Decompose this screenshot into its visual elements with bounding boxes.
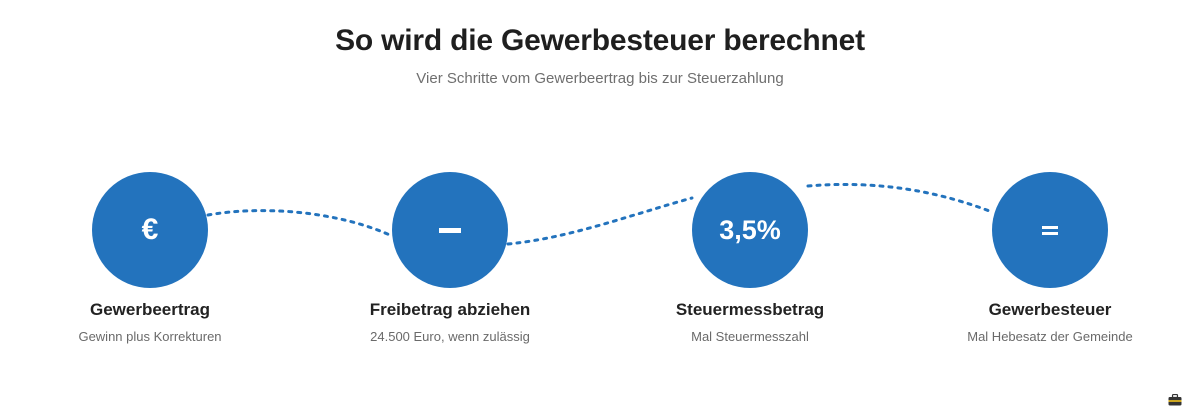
euro-symbol: € (141, 213, 159, 246)
step-description: Mal Steuermesszahl (691, 329, 809, 344)
step-label: Gewerbeertrag (90, 300, 210, 319)
step-circle (392, 172, 508, 288)
step-gewerbeertrag: € Gewerbeertrag Gewinn plus Korrekturen (30, 172, 270, 344)
minus-icon (439, 227, 461, 233)
step-description: Mal Hebesatz der Gemeinde (967, 329, 1133, 344)
step-description: Gewinn plus Korrekturen (78, 329, 222, 344)
step-label: Steuermessbetrag (675, 300, 825, 319)
step-label: Freibetrag abziehen (369, 300, 531, 319)
percent-symbol: 3,5% (719, 214, 781, 245)
step-label: Gewerbesteuer (988, 300, 1112, 319)
step-gewerbesteuer: Gewerbesteuer Mal Hebesatz der Gemeinde (930, 172, 1170, 344)
connector-segment-3-4 (806, 183, 994, 214)
connector-segment-1-2 (206, 209, 394, 238)
connector-segment-2-3 (506, 196, 694, 246)
step-description: 24.500 Euro, wenn zulässig (370, 329, 530, 344)
step-circle: 3,5% (692, 172, 808, 288)
page-title: So wird die Gewerbesteuer berechnet (335, 24, 865, 57)
briefcase-icon (1168, 394, 1182, 406)
step-steuermessbetrag: 3,5% Steuermessbetrag Mal Steuermesszahl (630, 172, 870, 344)
page-subtitle: Vier Schritte vom Gewerbeertrag bis zur … (416, 70, 784, 87)
step-circle: € (92, 172, 208, 288)
step-circle (992, 172, 1108, 288)
equals-icon (1042, 225, 1058, 229)
step-freibetrag: Freibetrag abziehen 24.500 Euro, wenn zu… (330, 172, 570, 344)
